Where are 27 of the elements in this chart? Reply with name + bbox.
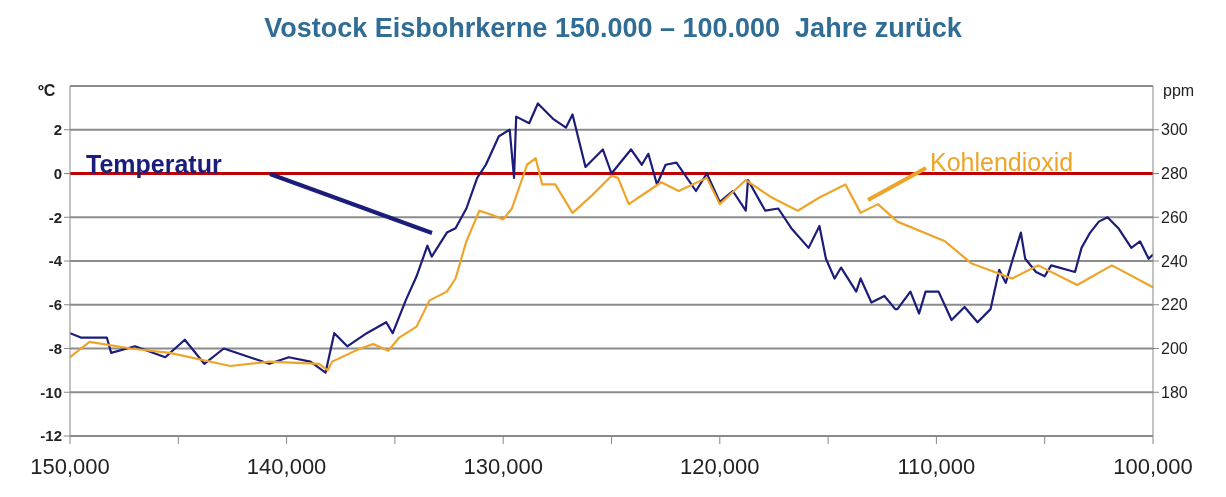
text: Temperatur <box>86 150 222 179</box>
x-tick-label: 110,000 <box>897 453 976 479</box>
text: Kohlendioxid <box>930 148 1074 177</box>
y2-tick-label: 300 <box>1161 121 1188 139</box>
x-tick-label: 120,000 <box>680 453 760 479</box>
x-tick-label: 100,000 <box>1113 453 1193 479</box>
y-axis-title: ºC <box>38 82 56 100</box>
y-tick-label: -6 <box>48 296 62 314</box>
chart-title: Vostock Eisbohrkerne 150.000 – 100.000 Jahre zurück <box>263 12 963 45</box>
y-tick-label: -10 <box>40 383 62 401</box>
y2-tick-label: 220 <box>1161 296 1188 314</box>
y2-tick-label: 280 <box>1161 165 1188 183</box>
y-tick-label: 0 <box>53 164 62 182</box>
y2-axis-title: ppm <box>1163 82 1195 100</box>
y-tick-label: -12 <box>40 427 62 445</box>
x-tick-label: 150,000 <box>30 453 110 479</box>
y-tick-label: -4 <box>48 252 63 270</box>
y-tick-label: 2 <box>53 121 62 139</box>
y2-tick-label: 180 <box>1161 383 1188 401</box>
y2-tick-label: 200 <box>1161 340 1188 358</box>
x-tick-label: 140,000 <box>246 453 327 479</box>
y-tick-label: -8 <box>48 339 62 357</box>
y2-tick-label: 240 <box>1161 252 1188 270</box>
x-tick-label: 130,000 <box>463 453 543 479</box>
line-series <box>70 102 1153 374</box>
y-tick-label: -2 <box>48 208 62 226</box>
y2-tick-label: 260 <box>1161 208 1188 226</box>
